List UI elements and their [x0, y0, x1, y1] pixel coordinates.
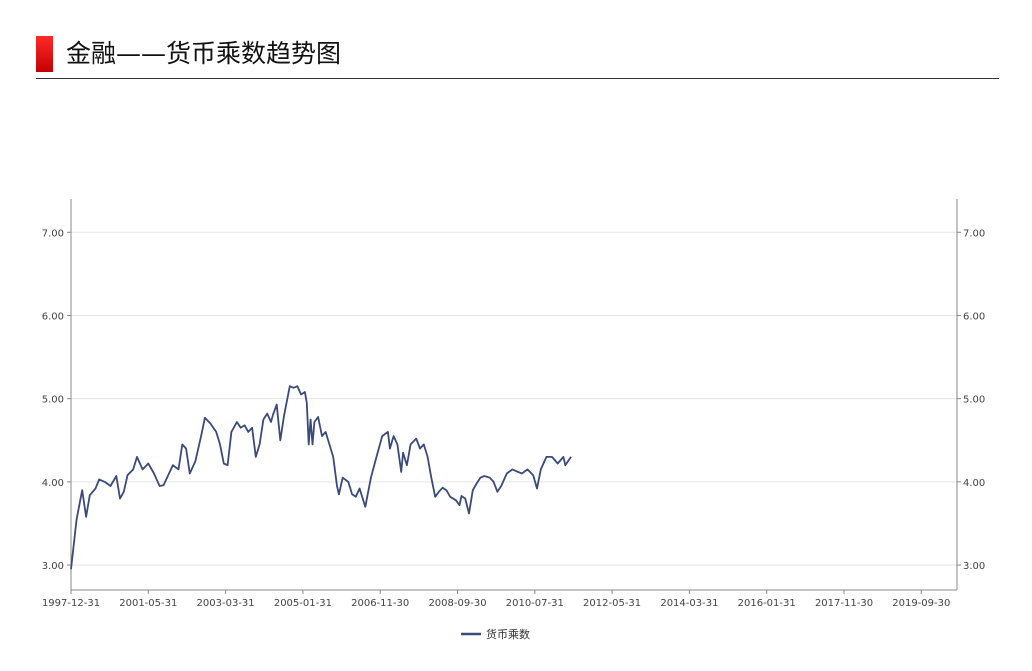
- y-tick-label-right: 7.00: [963, 228, 985, 239]
- x-tick-label: 2012-05-31: [583, 598, 641, 609]
- x-tick-label: 2005-01-31: [274, 598, 332, 609]
- x-tick-label: 2019-09-30: [892, 598, 950, 609]
- series-line-货币乘数: [70, 385, 572, 570]
- x-tick-label: 2014-03-31: [660, 598, 718, 609]
- title-accent-bar: [36, 36, 53, 72]
- page-title: 金融——货币乘数趋势图: [66, 39, 342, 68]
- x-tick-label: 2001-05-31: [119, 598, 177, 609]
- x-tick-label: 2008-09-30: [428, 598, 486, 609]
- y-tick-label-right: 4.00: [963, 478, 985, 489]
- series-layer: [70, 385, 572, 570]
- x-tick-label: 2017-11-30: [815, 598, 873, 609]
- y-tick-label-left: 6.00: [42, 311, 64, 322]
- grid-lines: [71, 231, 957, 566]
- title-divider: [36, 78, 999, 79]
- chart-axes: 3.00 3.00 4.00 4.00 5.00 5.00 6.00 6.00 7.00 7.00…: [42, 199, 985, 609]
- y-tick-label-left: 3.00: [42, 561, 64, 572]
- y-tick-label-left: 7.00: [42, 228, 64, 239]
- x-tick-label: 2006-11-30: [351, 598, 409, 609]
- y-tick-label-right: 5.00: [963, 395, 985, 406]
- y-tick-label-left: 5.00: [42, 395, 64, 406]
- x-tick-label: 2003-03-31: [197, 598, 255, 609]
- y-tick-label-left: 4.00: [42, 478, 64, 489]
- x-tick-label: 2010-07-31: [506, 598, 564, 609]
- y-tick-label-right: 3.00: [963, 561, 985, 572]
- x-tick-label: 2016-01-31: [738, 598, 796, 609]
- chart-legend[interactable]: 货币乘数: [461, 627, 530, 641]
- x-tick-label: 1997-12-31: [42, 598, 100, 609]
- y-tick-label-right: 6.00: [963, 311, 985, 322]
- legend-label[interactable]: 货币乘数: [486, 627, 530, 641]
